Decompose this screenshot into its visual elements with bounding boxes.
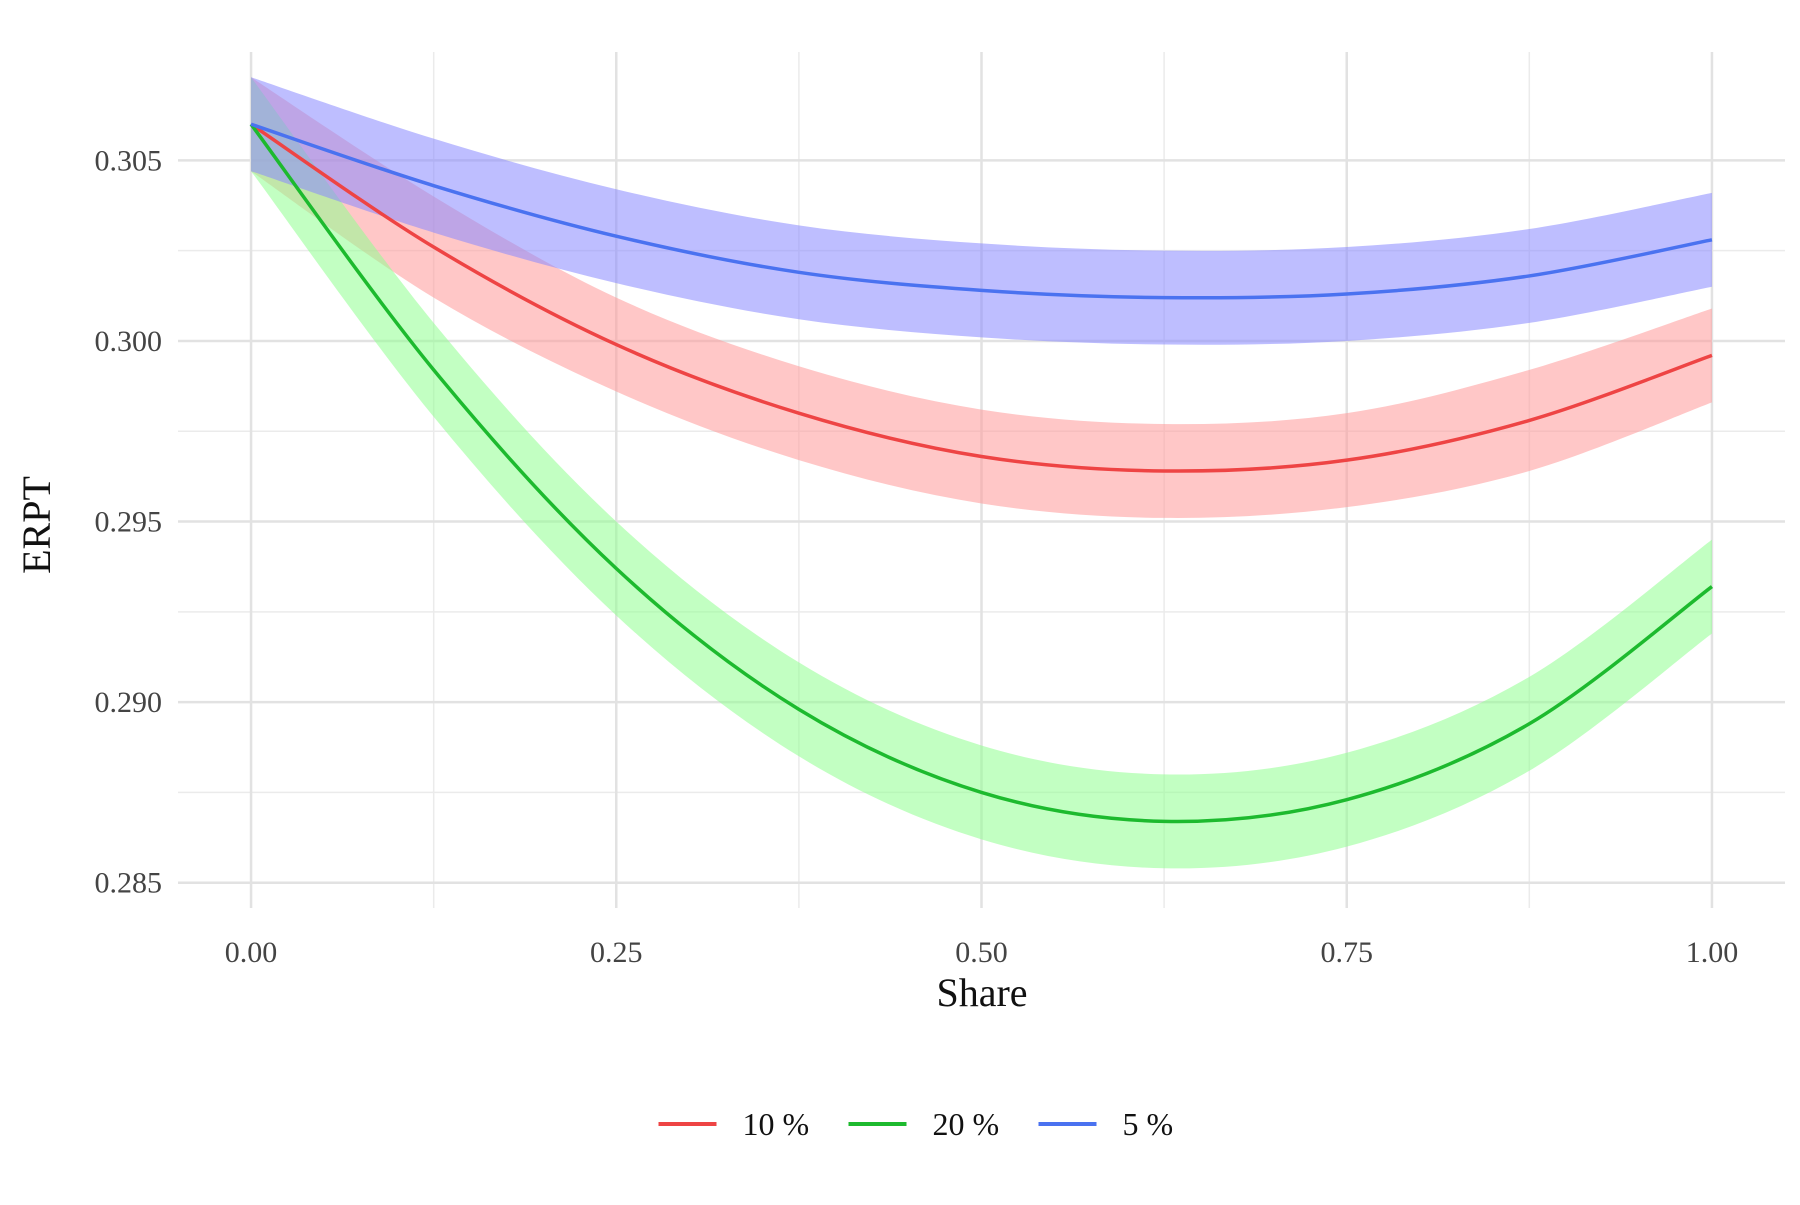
confidence-band: [251, 77, 1712, 345]
grid-layer: [178, 52, 1785, 908]
y-axis-title: ERPT: [14, 476, 59, 574]
series-line: [249, 123, 1714, 824]
series-line: [250, 122, 1713, 300]
confidence-band: [251, 77, 1712, 518]
confidence-bands: [251, 77, 1712, 869]
series-lines: [249, 122, 1714, 824]
series-line: [250, 122, 1713, 473]
confidence-band: [251, 77, 1712, 869]
legend: 10 % 20 % 5 %: [658, 1106, 1174, 1142]
x-tick-label: 0.25: [590, 936, 643, 969]
x-tick-label: 0.50: [955, 936, 1008, 969]
x-tick-label: 0.75: [1320, 936, 1373, 969]
y-tick-label: 0.290: [95, 686, 163, 719]
x-tick-label: 1.00: [1686, 936, 1739, 969]
x-tick-label: 0.00: [225, 936, 278, 969]
legend-label: 10 %: [743, 1106, 810, 1142]
y-tick-label: 0.305: [95, 144, 163, 177]
y-tick-label: 0.300: [95, 325, 163, 358]
y-tick-label: 0.285: [95, 867, 163, 900]
tick-labels: 0.00 0.25 0.50 0.75 1.00 0.285 0.290 0.295 0.300…: [95, 144, 1739, 969]
legend-label: 20 %: [933, 1106, 1000, 1142]
x-axis-title: Share: [936, 970, 1027, 1015]
y-tick-label: 0.295: [95, 506, 163, 539]
legend-label: 5 %: [1123, 1106, 1174, 1142]
